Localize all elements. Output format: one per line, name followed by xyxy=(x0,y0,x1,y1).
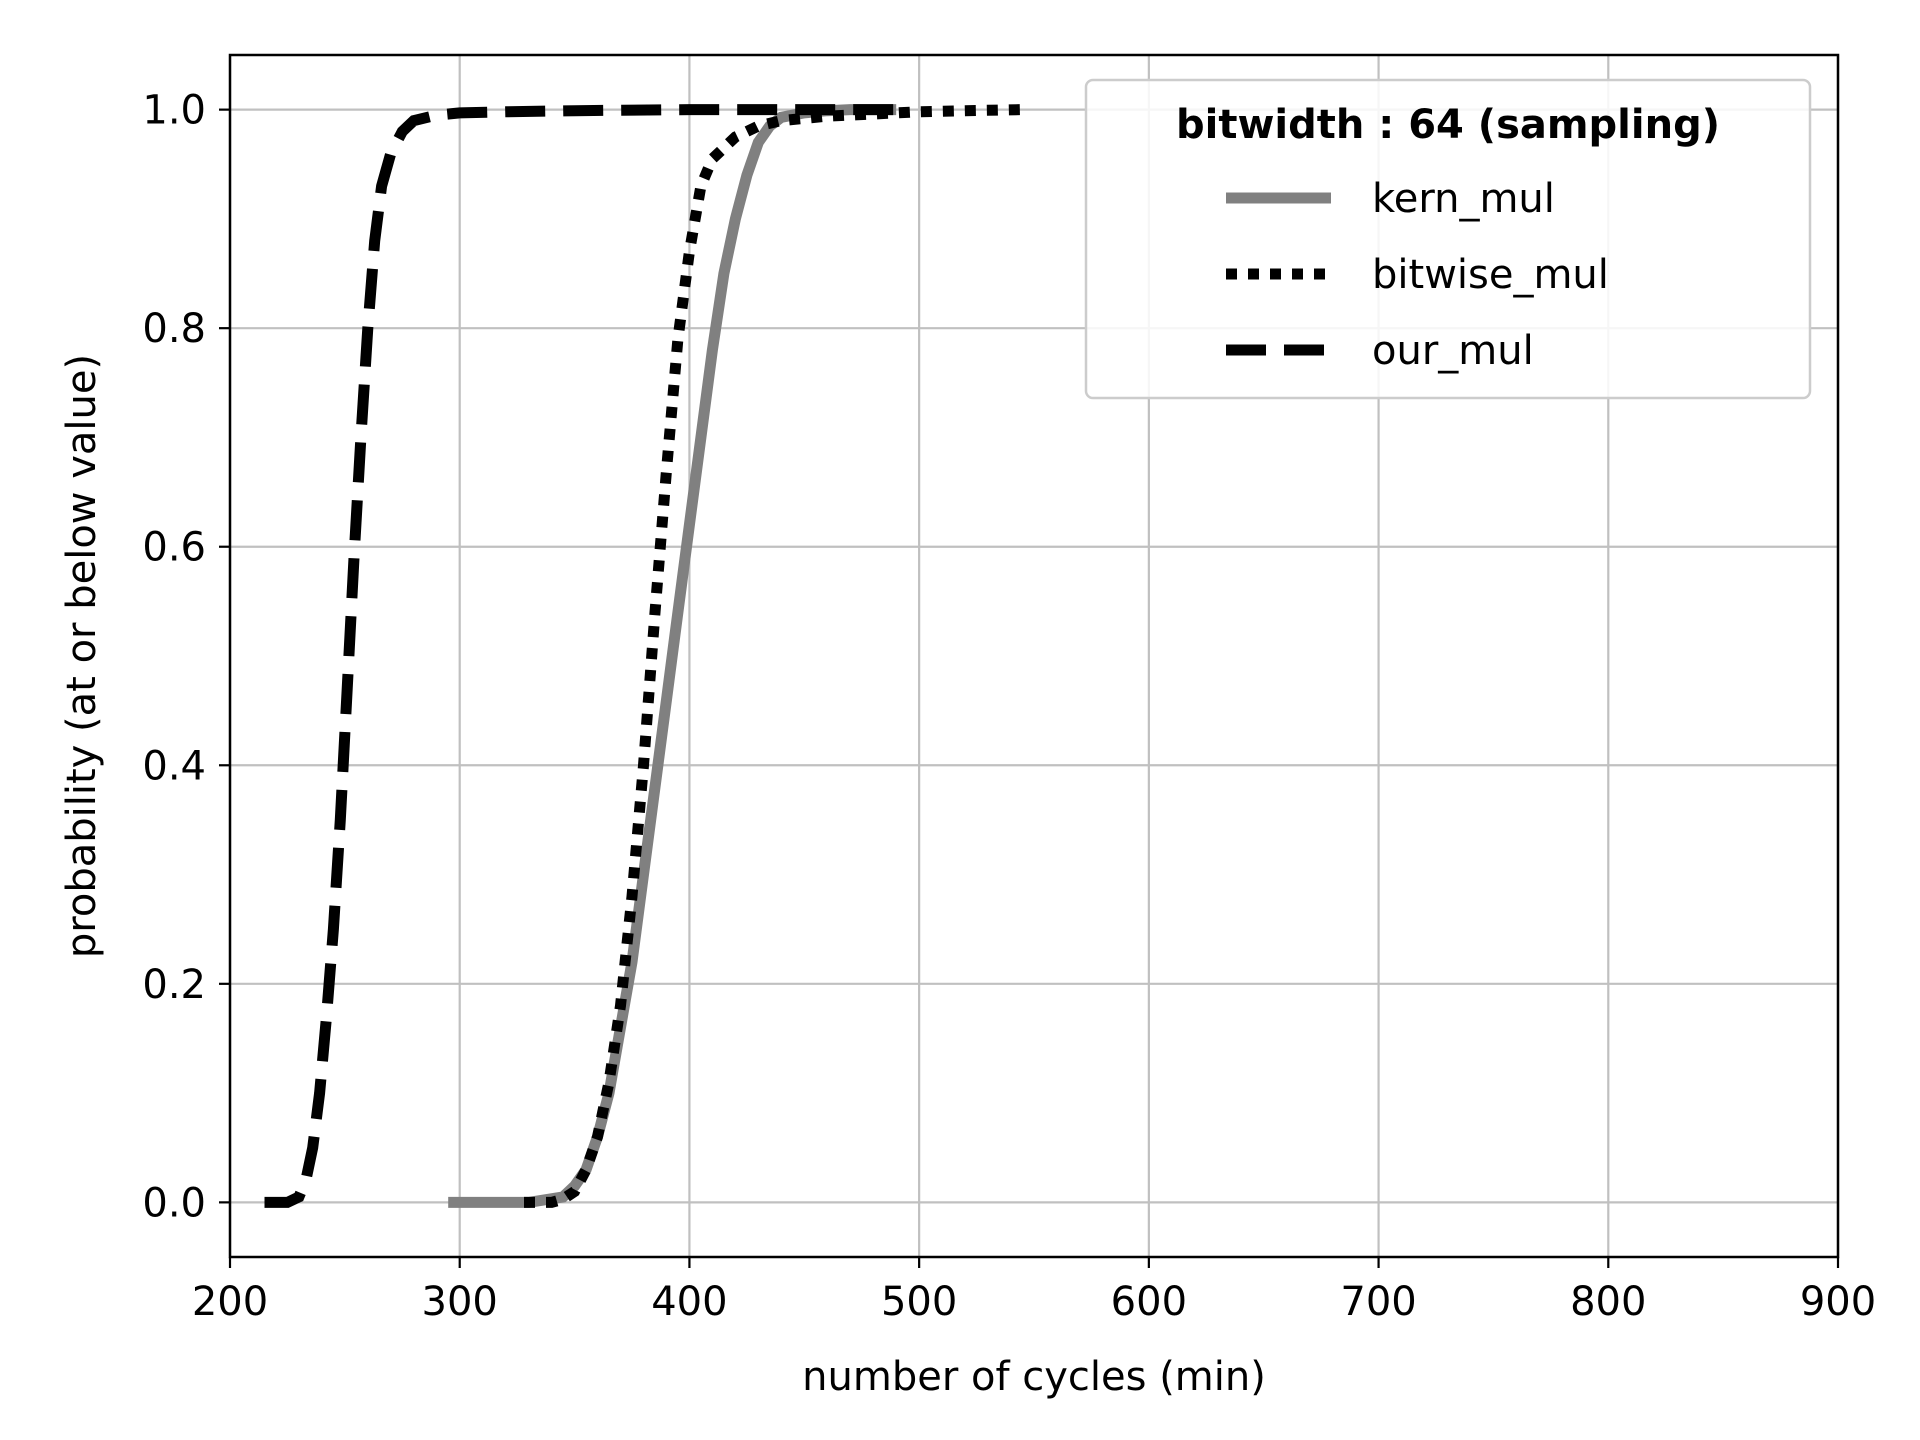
legend-entries: kern_mul bitwise_mul our_mul xyxy=(1226,176,1609,374)
series-line-bitwise-mul xyxy=(524,104,1023,1208)
y-tick-label: 0.6 xyxy=(142,525,206,571)
y-tick-label: 0.4 xyxy=(142,743,206,789)
legend-entry: bitwise_mul xyxy=(1226,252,1609,298)
plot-area-frame xyxy=(228,53,1840,1259)
legend-frame xyxy=(1084,78,1812,400)
x-tick-label: 600 xyxy=(1111,1279,1187,1325)
legend: bitwidth : 64 (sampling) kern_mulbitwise… xyxy=(1084,78,1812,400)
series-line-kern-mul xyxy=(448,104,897,1208)
legend-entry: kern_mul xyxy=(1226,176,1555,222)
legend-entry: our_mul xyxy=(1226,328,1534,374)
plot-series xyxy=(264,104,1023,1208)
y-axis-label: probability (at or below value) xyxy=(59,354,105,958)
axis-ticks: 200 300 400 500 600 700 800 900 0.0 0.2 0.4 0.6 0.8 1… xyxy=(142,88,1876,1325)
x-tick-label: 900 xyxy=(1800,1279,1876,1325)
legend-label: bitwise_mul xyxy=(1372,252,1609,298)
x-tick-label: 500 xyxy=(881,1279,957,1325)
legend-label: our_mul xyxy=(1372,328,1534,374)
y-tick-label: 0.2 xyxy=(142,962,206,1008)
y-tick-label: 0.0 xyxy=(142,1180,206,1226)
y-tick-label: 0.8 xyxy=(142,306,206,352)
x-tick-label: 800 xyxy=(1570,1279,1646,1325)
x-tick-label: 300 xyxy=(422,1279,498,1325)
y-tick-label: 1.0 xyxy=(142,88,206,134)
x-tick-label: 700 xyxy=(1340,1279,1416,1325)
legend-title: bitwidth : 64 (sampling) xyxy=(1176,102,1720,148)
x-axis-label: number of cycles (min) xyxy=(802,1354,1266,1400)
legend-label: kern_mul xyxy=(1372,176,1555,222)
series-line-our-mul xyxy=(264,104,897,1208)
x-tick-label: 400 xyxy=(651,1279,727,1325)
x-tick-label: 200 xyxy=(192,1279,268,1325)
